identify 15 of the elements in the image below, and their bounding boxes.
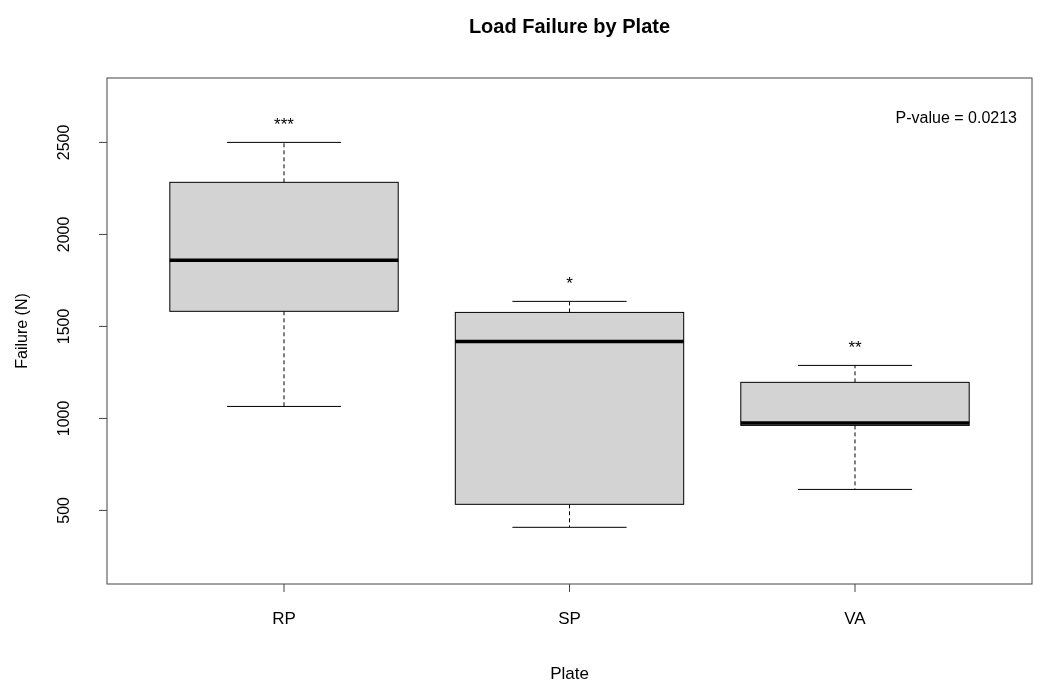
y-tick-label: 2000: [55, 216, 72, 253]
y-tick-label: 2500: [55, 124, 72, 161]
x-tick-label: SP: [558, 609, 581, 628]
annotation: **: [848, 338, 862, 358]
annotation: ***: [274, 115, 295, 135]
y-tick-label: 1000: [55, 400, 72, 437]
y-tick-label: 1500: [55, 308, 72, 345]
chart-title: Load Failure by Plate: [468, 15, 671, 37]
x-tick-label: RP: [272, 609, 296, 628]
x-tick-label: VA: [844, 609, 867, 628]
y-axis-title: Failure (N): [13, 293, 30, 369]
annotation: *: [566, 274, 574, 294]
annotation: P-value = 0.0213: [895, 109, 1018, 126]
y-tick-label: 500: [55, 496, 72, 524]
x-axis-title: Plate: [550, 664, 589, 683]
